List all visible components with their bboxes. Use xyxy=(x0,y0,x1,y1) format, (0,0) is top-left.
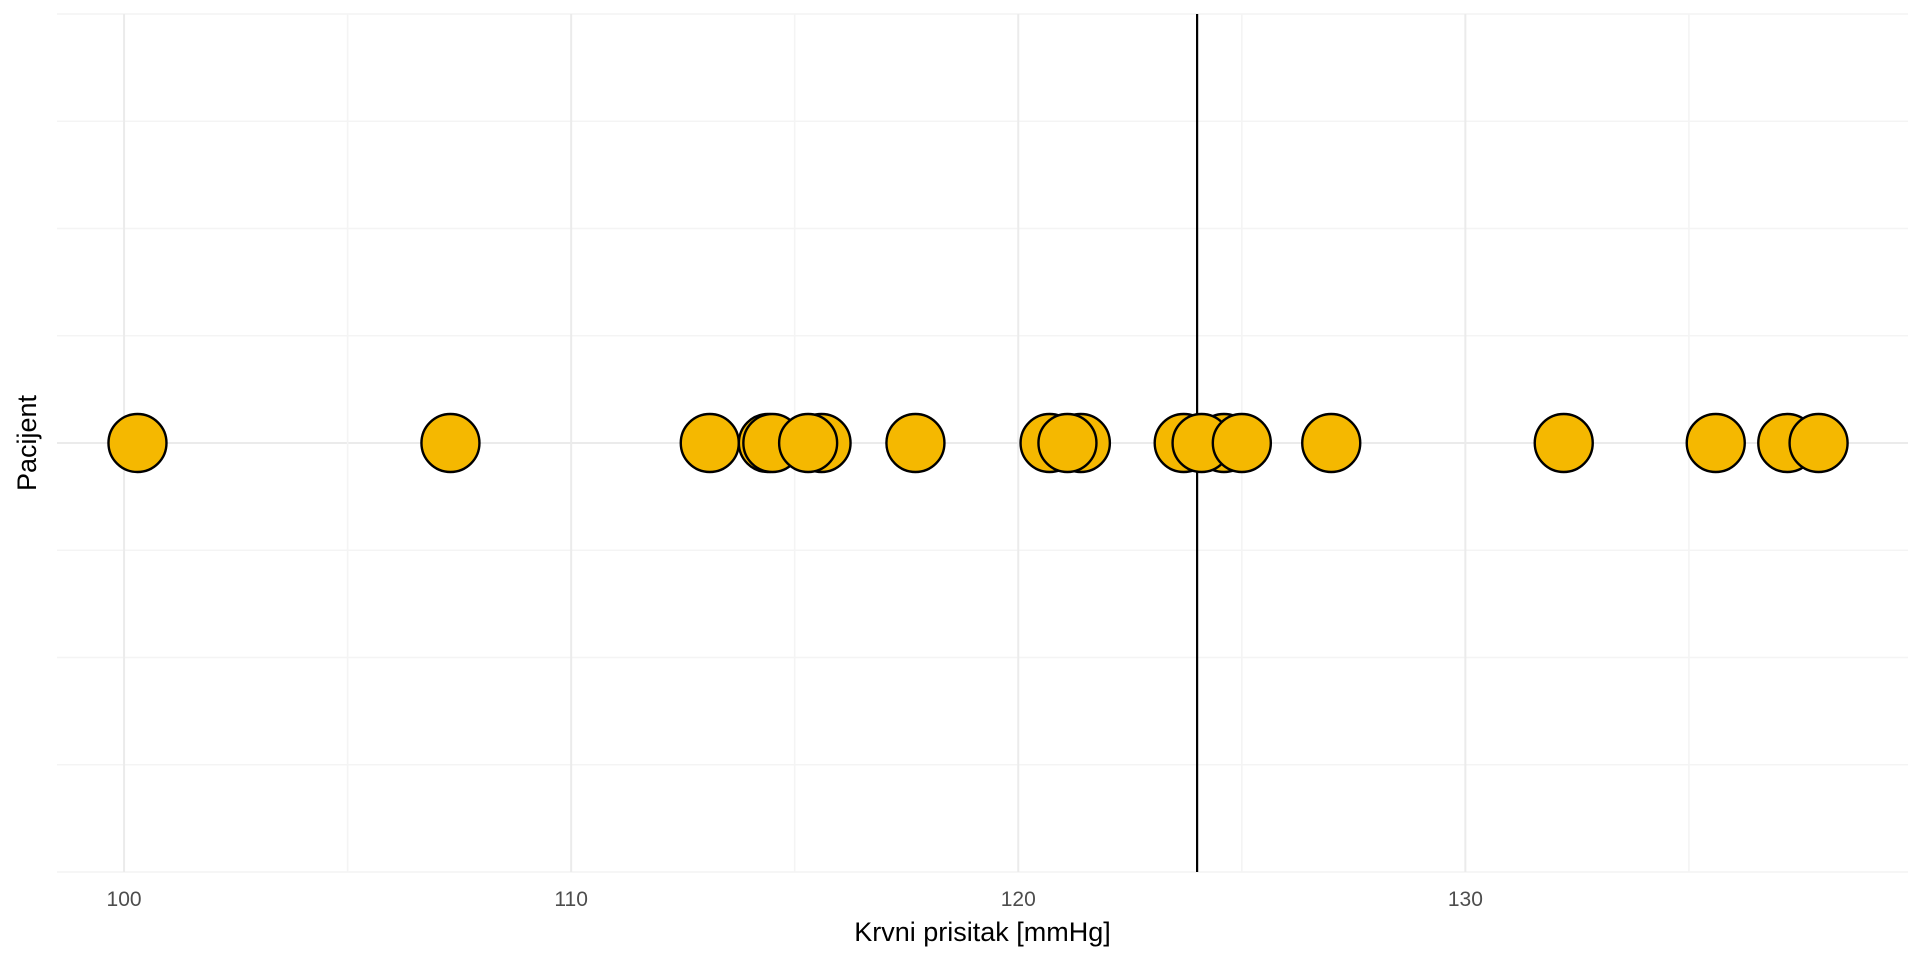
x-tick-label: 120 xyxy=(1001,888,1036,911)
y-axis-title: Pacijent xyxy=(12,394,42,491)
data-point xyxy=(1211,412,1273,474)
grid-layer xyxy=(57,13,1908,873)
data-point xyxy=(420,412,481,474)
x-tick-label: 100 xyxy=(107,888,142,911)
x-tick-label: 130 xyxy=(1448,888,1483,911)
x-axis-title: Krvni prisitak [mmHg] xyxy=(854,917,1111,947)
data-point xyxy=(1685,412,1746,474)
x-tick-labels: 100 110 120 130 xyxy=(107,888,1483,911)
x-tick-label: 110 xyxy=(554,888,587,911)
data-point xyxy=(1037,412,1098,474)
points-layer xyxy=(107,412,1849,474)
data-point xyxy=(1788,412,1849,474)
data-point xyxy=(679,412,740,474)
data-point xyxy=(1301,412,1362,474)
data-point xyxy=(107,412,168,474)
data-point xyxy=(777,412,839,474)
data-point xyxy=(1533,412,1594,474)
data-point xyxy=(885,412,946,474)
